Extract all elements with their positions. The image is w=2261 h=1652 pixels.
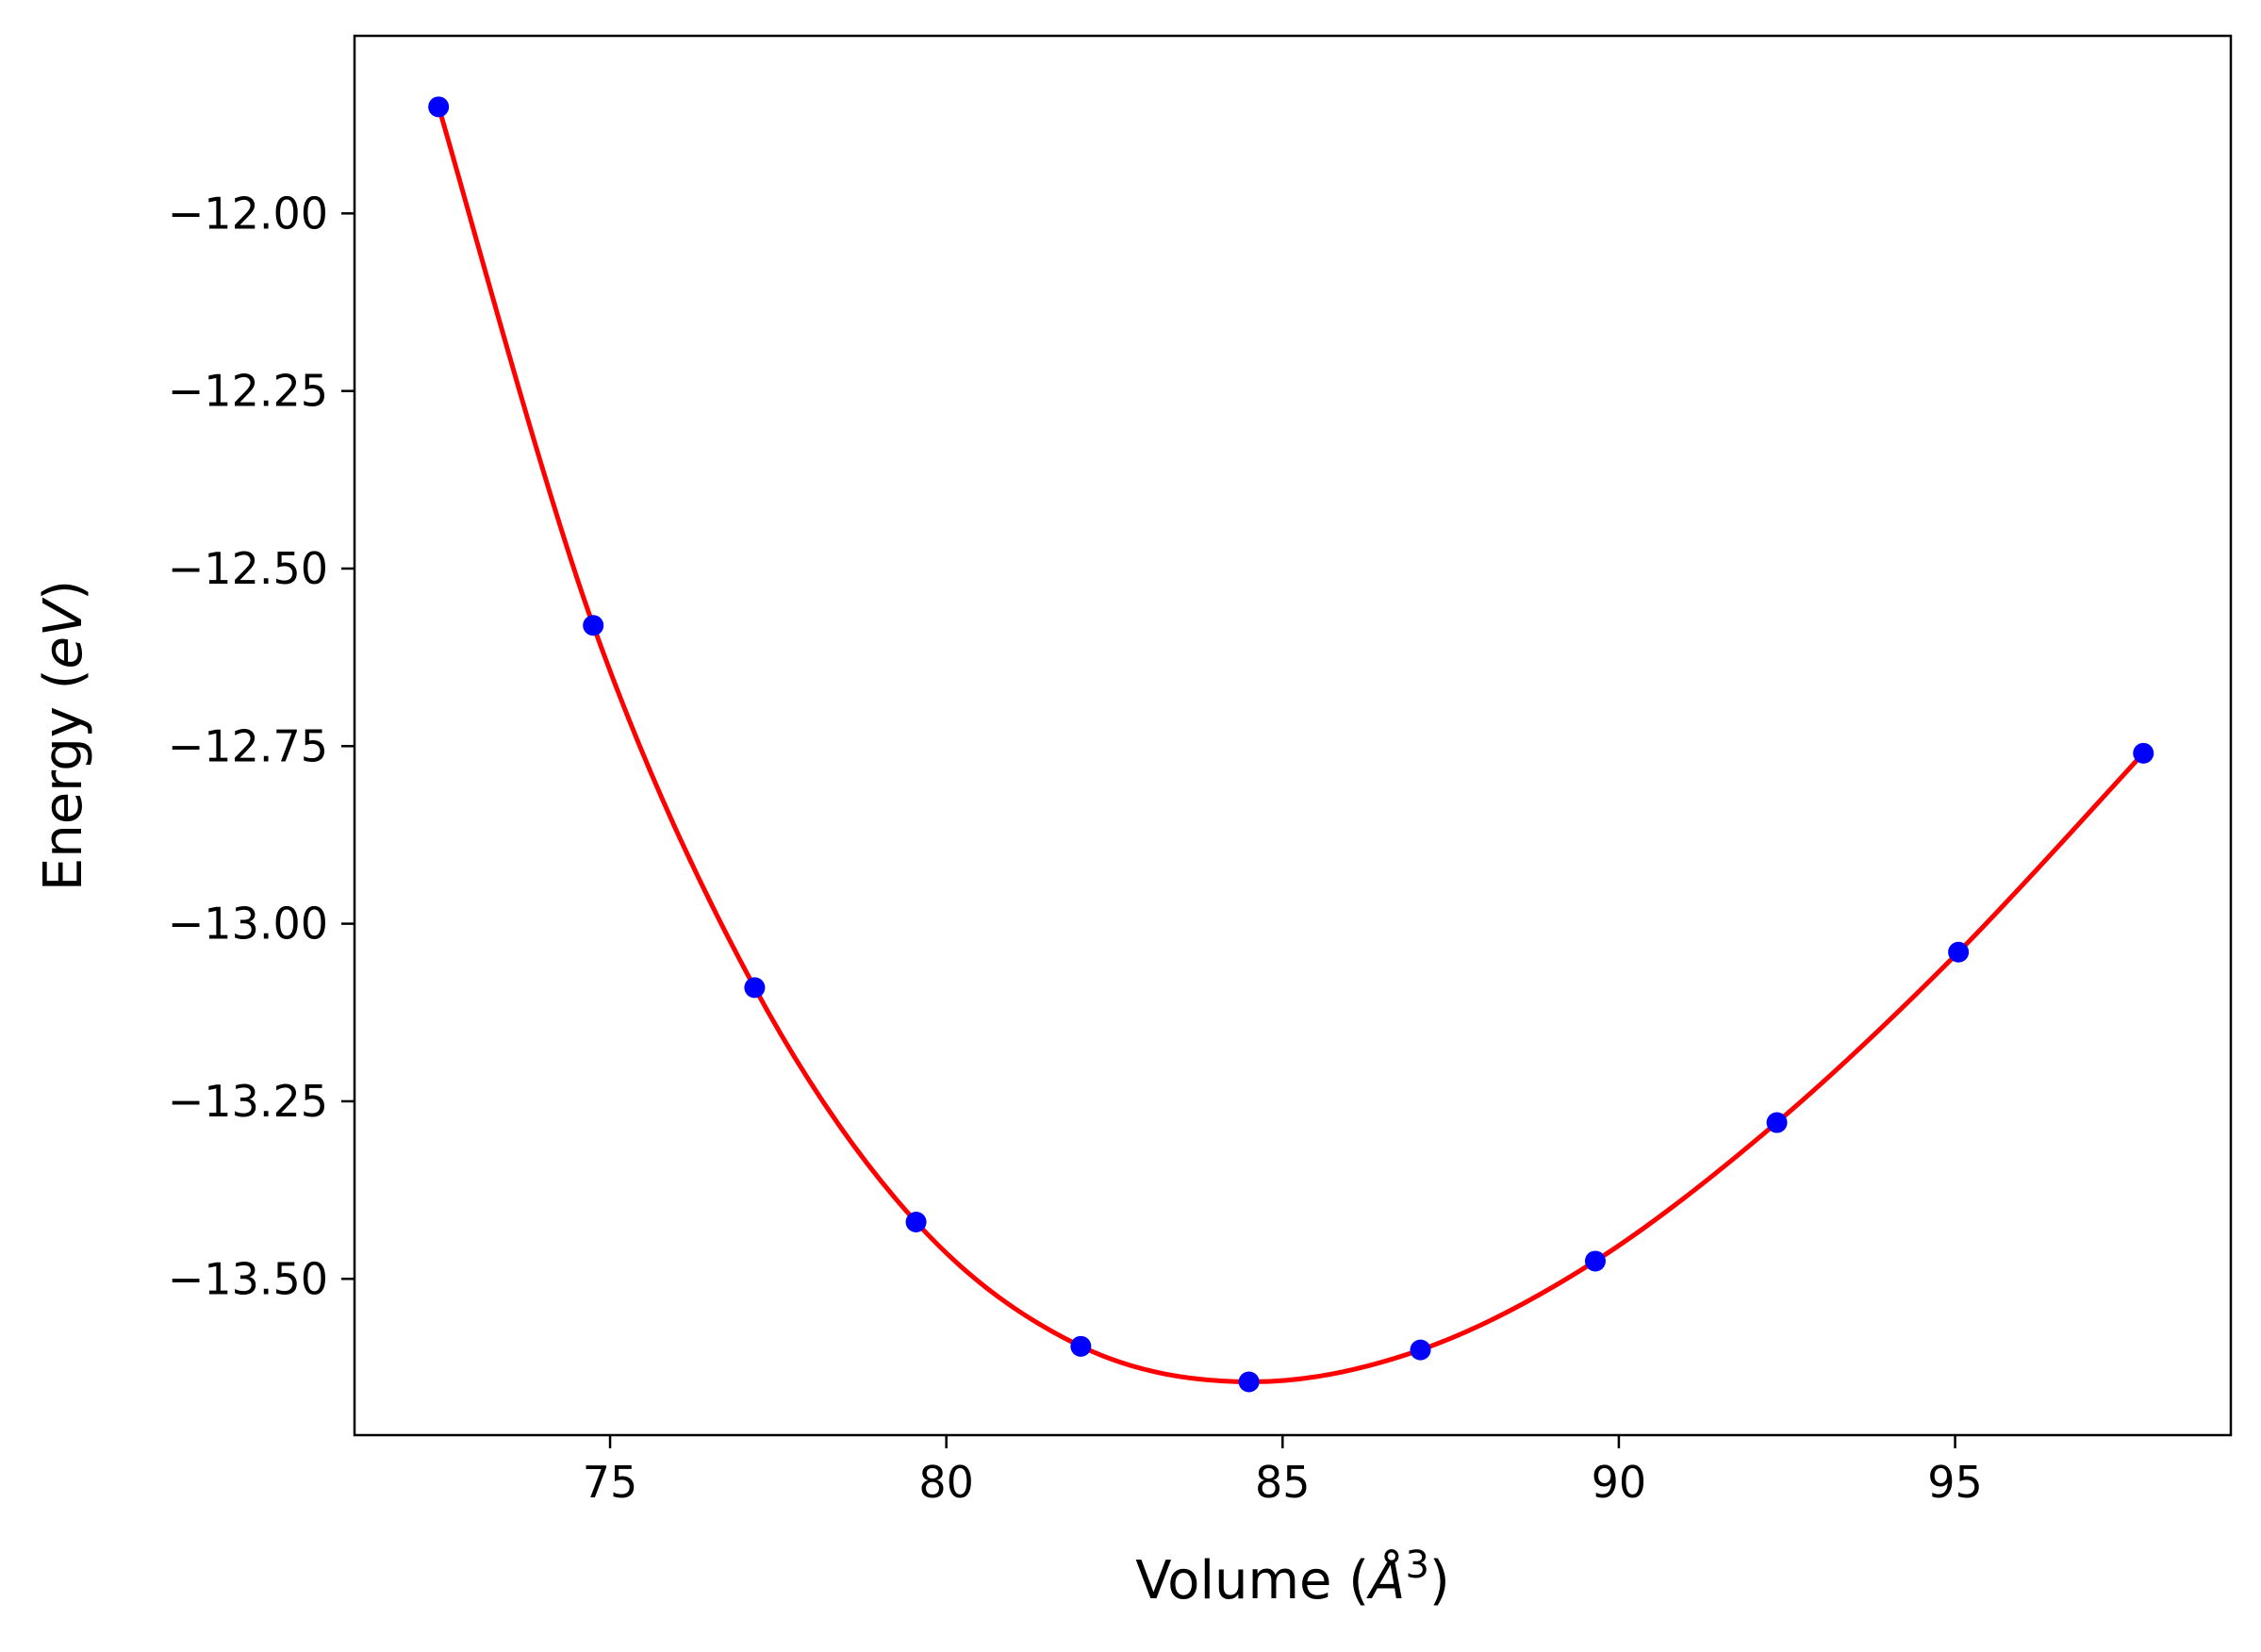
fit-curve-layer [436,106,2146,1385]
x-axis-title-suffix: ) [1429,1550,1450,1611]
x-tick-label: 80 [918,1457,974,1508]
data-points-layer [428,96,2154,1393]
data-point [905,1212,927,1233]
data-point [2133,742,2154,764]
data-point [428,96,450,118]
data-point [1584,1250,1606,1272]
y-tick-label: −12.25 [168,366,328,417]
y-tick-label: −13.50 [168,1253,328,1304]
x-tick-label: 90 [1592,1457,1647,1508]
x-axis-ticks: 75 80 85 90 95 [583,1435,1983,1508]
data-point [583,615,604,636]
y-tick-label: −12.00 [168,188,328,239]
y-axis-title: Energy (eV) [33,580,94,891]
y-axis-ticks: −12.00 −12.25 −12.50 −12.75 −13.00 −13.25 −13.… [168,188,355,1304]
y-axis-title-suffix: ) [33,580,94,601]
data-point [1948,941,1970,963]
x-tick-label: 85 [1255,1457,1311,1508]
y-tick-label: −13.25 [168,1076,328,1127]
x-tick-label: 95 [1927,1457,1983,1508]
fit-curve-line [436,106,2146,1385]
x-axis-title-unit: Å [1366,1549,1405,1611]
x-axis-title-prefix: Volume ( [1135,1550,1369,1611]
plot-area-frame [353,34,2233,1437]
x-axis-title-exponent: 3 [1405,1544,1428,1587]
data-point [744,977,766,999]
data-point [1766,1112,1788,1133]
y-tick-label: −12.75 [168,720,328,771]
y-tick-label: −12.50 [168,543,328,594]
x-tick-label: 75 [583,1457,638,1508]
data-point [1070,1335,1092,1357]
y-tick-label: −13.00 [168,899,328,950]
y-axis-title-prefix: Energy ( [33,669,94,891]
y-axis-title-unit: eV [33,597,94,669]
x-axis-title: Volume (Å3) [1135,1544,1450,1611]
data-point [1238,1371,1260,1393]
data-point [1410,1339,1431,1361]
